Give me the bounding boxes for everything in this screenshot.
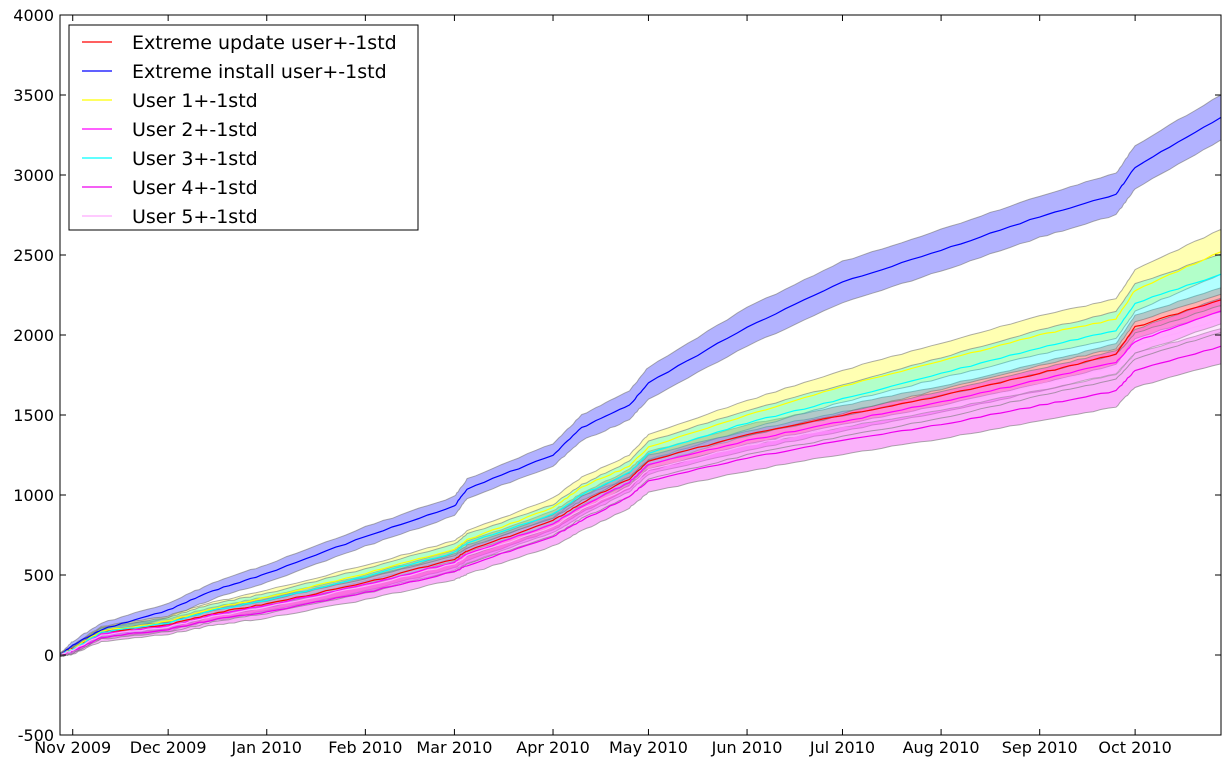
line-user-4-1std	[59, 345, 1222, 656]
x-tick-label: Apr 2010	[516, 738, 589, 757]
y-tick-label: 2000	[13, 326, 54, 345]
y-tick-label: -500	[18, 726, 54, 745]
legend-label-user-3-1std: User 3+-1std	[132, 148, 258, 170]
y-tick-label: 500	[23, 566, 54, 585]
x-tick-label: Dec 2009	[130, 738, 207, 757]
legend-box	[68, 24, 419, 231]
y-tick-label: 0	[44, 646, 54, 665]
line-extreme-install-user-1std	[59, 116, 1222, 656]
y-tick-label: 1000	[13, 486, 54, 505]
y-tick-label: 3500	[13, 86, 54, 105]
y-tick-label: 1500	[13, 406, 54, 425]
legend-label-user-2-1std: User 2+-1std	[132, 119, 258, 141]
legend-label-user-1-1std: User 1+-1std	[132, 90, 258, 112]
x-tick-label: May 2010	[609, 738, 688, 757]
x-axis: Nov 2009 Dec 2009 Jan 2010 Feb 2010 Mar 2010…	[34, 15, 1172, 757]
line-extreme-update-user-1std	[59, 299, 1222, 656]
x-tick-label: Nov 2009	[34, 738, 111, 757]
line-user-2-1std	[59, 310, 1222, 656]
plot-frame	[59, 14, 1222, 736]
legend-label-extreme-install-user-1std: Extreme install user+-1std	[132, 61, 387, 83]
x-tick-label: Feb 2010	[328, 738, 402, 757]
x-tick-label: Mar 2010	[416, 738, 492, 757]
line-user-1-1std	[59, 251, 1222, 656]
y-tick-label: 3000	[13, 166, 54, 185]
legend: Extreme update user+-1std Extreme install…	[68, 24, 419, 231]
line-user-3-1std	[59, 273, 1222, 656]
x-tick-label: Sep 2010	[1002, 738, 1078, 757]
series-lines	[59, 116, 1222, 656]
x-tick-label: Jan 2010	[231, 738, 302, 757]
y-tick-label: 2500	[13, 246, 54, 265]
x-tick-label: Oct 2010	[1098, 738, 1171, 757]
y-tick-label: 4000	[13, 6, 54, 25]
legend-label-extreme-update-user-1std: Extreme update user+-1std	[132, 32, 397, 54]
legend-label-user-4-1std: User 4+-1std	[132, 177, 258, 199]
x-tick-label: Aug 2010	[903, 738, 980, 757]
legend-label-user-5-1std: User 5+-1std	[132, 206, 258, 228]
x-tick-label: Jun 2010	[711, 738, 783, 757]
x-tick-label: Jul 2010	[809, 738, 875, 757]
y-axis: -500 0 500 1000 1500 2000 2500 3000 3500 4000	[13, 6, 1221, 745]
line-user-5-1std	[59, 318, 1222, 656]
